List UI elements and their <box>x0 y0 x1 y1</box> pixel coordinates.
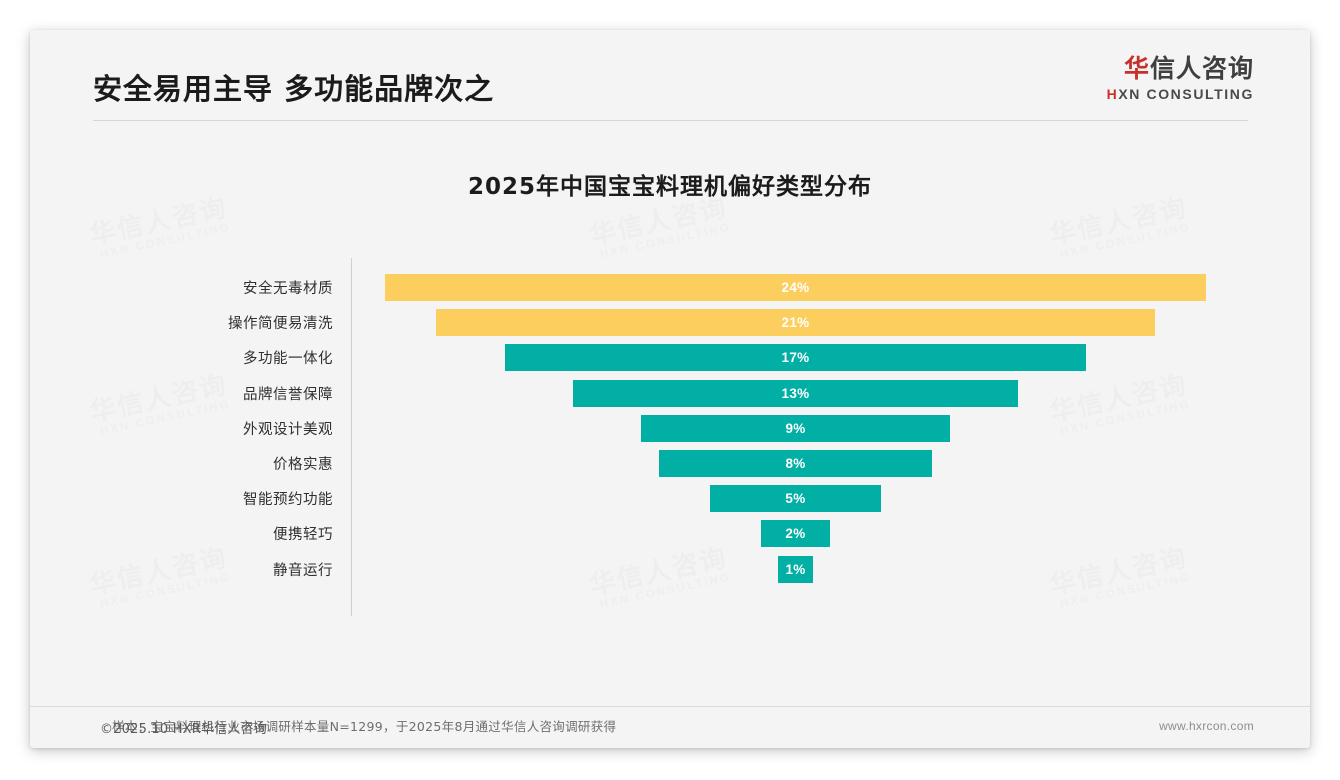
category-label: 品牌信誉保障 <box>243 386 333 403</box>
bar-track: 1% <box>343 552 1248 587</box>
bar-value-label: 21% <box>781 315 810 331</box>
category-label: 多功能一体化 <box>243 351 333 368</box>
slide-card: 华信人咨询 HXN CONSULTING 华信人咨询 HXN CONSULTIN… <box>30 30 1310 748</box>
page-title: 安全易用主导 多功能品牌次之 <box>93 72 495 106</box>
bar-3[interactable]: 17% <box>504 344 1087 372</box>
chart-row: 操作简便易清洗 21% <box>93 305 1248 340</box>
brand-logo-en-accent: H <box>1106 86 1119 102</box>
bar-value-label: 13% <box>781 385 810 401</box>
chart-row: 安全无毒材质 24% <box>93 270 1248 305</box>
chart-row: 静音运行 1% <box>93 552 1248 587</box>
category-label: 安全无毒材质 <box>243 281 333 298</box>
bar-9[interactable]: 1% <box>778 555 813 583</box>
category-axis-line <box>351 258 352 616</box>
bar-value-label: 24% <box>781 280 810 296</box>
bar-7[interactable]: 5% <box>709 485 882 513</box>
website-link[interactable]: www.hxrcon.com <box>1159 719 1254 733</box>
bar-4[interactable]: 13% <box>573 379 1018 407</box>
bar-value-label: 5% <box>785 491 806 507</box>
category-label: 价格实惠 <box>273 457 333 474</box>
bar-6[interactable]: 8% <box>658 450 933 478</box>
chart-row: 便携轻巧 2% <box>93 516 1248 551</box>
bar-track: 21% <box>343 305 1248 340</box>
copyright-text: ©2025.10 HXR华信人咨询 <box>100 722 268 737</box>
bar-track: 8% <box>343 446 1248 481</box>
chart-row: 品牌信誉保障 13% <box>93 376 1248 411</box>
brand-logo-cn-rest: 信人咨询 <box>1149 54 1254 83</box>
chart-row: 多功能一体化 17% <box>93 340 1248 375</box>
header-divider <box>93 120 1248 121</box>
chart-rows: 安全无毒材质 24% 操作简便易清洗 21% 多功能一体化 17% 品牌信誉保障 13% 外观设… <box>93 270 1248 587</box>
bar-track: 24% <box>343 270 1248 305</box>
chart-row: 外观设计美观 9% <box>93 411 1248 446</box>
funnel-chart: 安全无毒材质 24% 操作简便易清洗 21% 多功能一体化 17% 品牌信誉保障 13% 外观设… <box>93 230 1248 630</box>
category-label: 便携轻巧 <box>273 527 333 544</box>
bar-value-label: 17% <box>781 350 810 366</box>
chart-row: 智能预约功能 5% <box>93 481 1248 516</box>
bar-value-label: 8% <box>785 456 806 472</box>
bar-track: 9% <box>343 411 1248 446</box>
bar-track: 13% <box>343 376 1248 411</box>
brand-logo-en: HXN CONSULTING <box>1107 87 1254 101</box>
brand-logo-cn-accent: 华 <box>1123 54 1150 83</box>
bar-value-label: 1% <box>785 561 806 577</box>
bar-track: 5% <box>343 481 1248 516</box>
bar-2[interactable]: 21% <box>436 309 1155 337</box>
category-label: 智能预约功能 <box>243 492 333 509</box>
bar-5[interactable]: 9% <box>641 414 950 442</box>
slide-header: 安全易用主导 多功能品牌次之 华信人咨询 HXN CONSULTING <box>30 30 1310 122</box>
bar-track: 2% <box>343 516 1248 551</box>
sample-note: 样本：宝宝料理机行业市场调研样本量N=1299，于2025年8月通过华信人咨询调… <box>112 719 617 734</box>
category-label: 静音运行 <box>273 562 333 579</box>
category-label: 外观设计美观 <box>243 421 333 438</box>
bar-track: 17% <box>343 340 1248 375</box>
bar-value-label: 9% <box>785 420 806 436</box>
chart-title: 2025年中国宝宝料理机偏好类型分布 <box>467 174 872 200</box>
slide-footer: ©2025.10 HXR华信人咨询 www.hxrcon.com <box>30 706 1310 748</box>
bar-8[interactable]: 2% <box>761 520 830 548</box>
category-label: 操作简便易清洗 <box>228 316 333 333</box>
brand-logo-en-rest: XN CONSULTING <box>1118 86 1254 102</box>
brand-logo-cn: 华信人咨询 <box>1107 56 1254 81</box>
chart-row: 价格实惠 8% <box>93 446 1248 481</box>
bar-1[interactable]: 24% <box>384 274 1207 302</box>
footer-divider <box>30 706 1310 707</box>
brand-logo: 华信人咨询 HXN CONSULTING <box>1107 56 1254 101</box>
bar-value-label: 2% <box>785 526 806 542</box>
